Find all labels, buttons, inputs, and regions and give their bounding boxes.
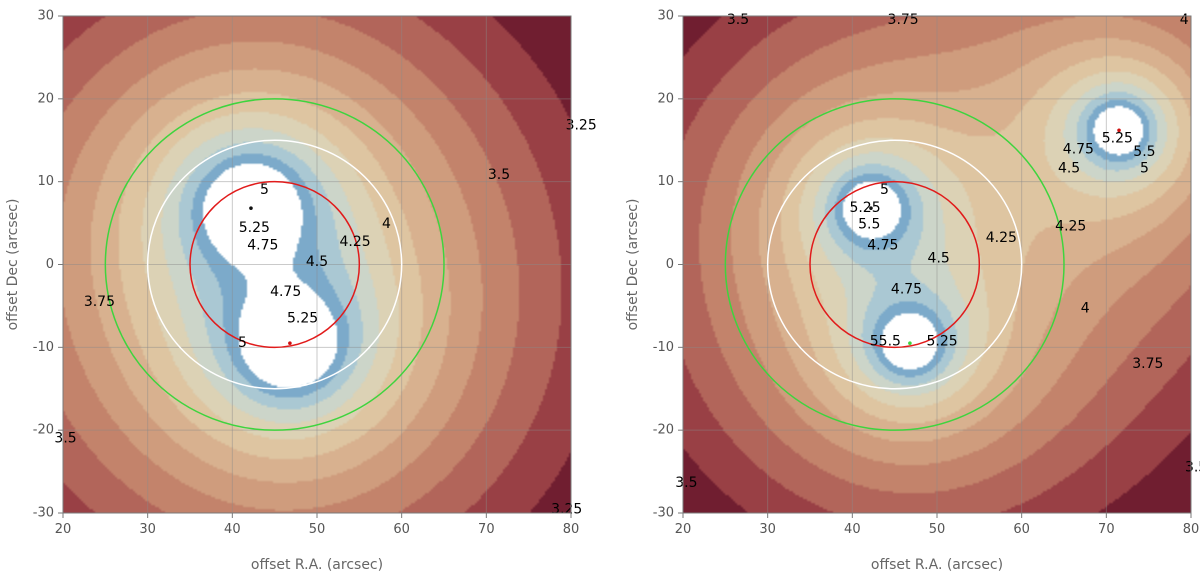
source-marker xyxy=(249,206,253,210)
y-tick-label: 0 xyxy=(46,257,54,272)
contour-label: 3.5 xyxy=(1185,459,1200,475)
contour-label: 4.75 xyxy=(247,237,278,253)
contour-label: 4.5 xyxy=(1058,160,1080,176)
source-marker xyxy=(288,341,292,345)
x-tick-label: 80 xyxy=(1183,522,1200,537)
y-tick-label: 10 xyxy=(657,174,674,189)
aperture-circle xyxy=(104,98,445,431)
contour-label: 4.5 xyxy=(928,251,950,267)
contour-label: 3.25 xyxy=(551,502,582,518)
x-axis-label: offset R.A. (arcsec) xyxy=(251,557,383,573)
source-marker xyxy=(908,341,912,345)
y-tick-label: 20 xyxy=(657,91,674,106)
x-tick-label: 40 xyxy=(844,522,861,537)
contour-label: 4.75 xyxy=(270,284,301,300)
contour-label: 3.5 xyxy=(675,475,697,491)
contour-label: 4 xyxy=(382,216,391,232)
contour-label: 5 xyxy=(880,182,889,198)
y-axis-label: offset Dec (arcsec) xyxy=(5,199,21,331)
aperture-circle xyxy=(189,180,361,349)
contour-label: 4.75 xyxy=(891,281,922,297)
contour-label: 3.75 xyxy=(1132,356,1163,372)
contour-label: 5.25 xyxy=(239,220,270,236)
contour-label: 4.5 xyxy=(306,254,328,270)
x-tick-label: 60 xyxy=(1013,522,1030,537)
y-tick-label: -30 xyxy=(653,506,674,521)
contour-label: 55.5 xyxy=(870,334,901,350)
x-tick-label: 20 xyxy=(55,522,72,537)
x-tick-label: 30 xyxy=(759,522,776,537)
aperture-circle xyxy=(809,180,981,349)
x-tick-label: 70 xyxy=(1098,522,1115,537)
y-tick-label: 30 xyxy=(657,9,674,24)
contour-label: 4 xyxy=(1081,300,1090,316)
y-tick-label: 20 xyxy=(37,91,54,106)
contour-label: 5.25 xyxy=(926,334,957,350)
y-tick-label: -20 xyxy=(33,423,54,438)
contour-label: 4.75 xyxy=(1063,141,1094,157)
x-tick-label: 60 xyxy=(393,522,410,537)
x-tick-label: 50 xyxy=(929,522,946,537)
x-tick-label: 20 xyxy=(675,522,692,537)
y-tick-label: -10 xyxy=(653,340,674,355)
contour-label: 4.25 xyxy=(986,230,1017,246)
x-tick-label: 30 xyxy=(139,522,156,537)
x-axis-label: offset R.A. (arcsec) xyxy=(871,557,1003,573)
x-tick-label: 50 xyxy=(309,522,326,537)
x-tick-label: 80 xyxy=(563,522,580,537)
source-marker xyxy=(1117,128,1121,133)
y-tick-label: 10 xyxy=(37,174,54,189)
y-tick-label: -30 xyxy=(33,506,54,521)
contour-label: 5 xyxy=(238,335,247,351)
x-tick-label: 70 xyxy=(478,522,495,537)
aperture-circle xyxy=(146,139,403,390)
x-tick-label: 40 xyxy=(224,522,241,537)
y-tick-label: 30 xyxy=(37,9,54,24)
contour-label: 5 xyxy=(260,182,269,198)
aperture-circle xyxy=(724,98,1065,431)
contour-label: 5.5 xyxy=(858,217,880,233)
y-tick-label: -10 xyxy=(33,340,54,355)
contour-label: 5.25 xyxy=(849,200,880,216)
source-marker xyxy=(869,206,873,210)
contour-chart-left: 55.254.75 4.2544.54.755.2553.53.253.753.5… xyxy=(5,9,597,574)
contour-label: 5.5 xyxy=(1133,144,1155,160)
contour-label: 5.25 xyxy=(287,310,318,326)
contour-label: 4 xyxy=(1180,12,1189,28)
contour-label: 3.25 xyxy=(566,117,597,133)
contour-label: 4.75 xyxy=(867,237,898,253)
contour-label: 5.25 xyxy=(1102,131,1133,147)
contour-label: 3.5 xyxy=(488,167,510,183)
contour-label: 3.5 xyxy=(727,12,749,28)
contour-label: 5 xyxy=(1140,160,1149,176)
y-axis-label: offset Dec (arcsec) xyxy=(625,199,641,331)
contour-label: 4.25 xyxy=(340,234,371,250)
contour-label: 3.75 xyxy=(888,12,919,28)
aperture-circle xyxy=(766,139,1023,390)
contour-label: 4.25 xyxy=(1055,218,1086,234)
contour-label: 3.75 xyxy=(84,294,115,310)
contour-label: 3.5 xyxy=(54,430,76,446)
y-tick-label: 0 xyxy=(666,257,674,272)
y-tick-label: -20 xyxy=(653,423,674,438)
